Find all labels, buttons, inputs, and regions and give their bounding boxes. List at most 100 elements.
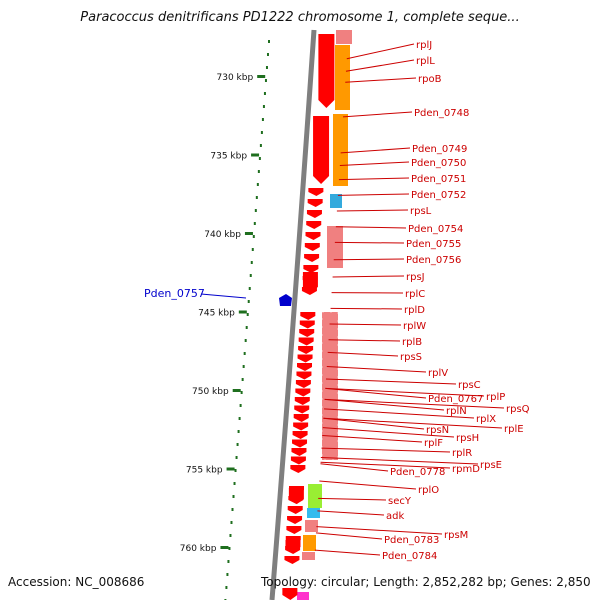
kbp-tick: 735 kbp	[210, 152, 260, 162]
gene-label[interactable]: rplL	[345, 56, 435, 72]
gene-label-text[interactable]: Pden_0783	[384, 535, 439, 546]
gene-label-text[interactable]: rpsH	[456, 433, 479, 444]
kbp-tick: 755 kbp	[186, 466, 235, 476]
gene-label-text[interactable]: adk	[386, 511, 404, 522]
gene-label-text[interactable]: rpsS	[400, 352, 422, 363]
gene-label-text[interactable]: rplL	[416, 56, 435, 67]
gene-label[interactable]: rpsC	[325, 378, 481, 391]
kbp-tick-label: 730 kbp	[217, 73, 254, 83]
gene-label[interactable]: rplB	[328, 337, 423, 348]
gene-label-text[interactable]: Pden_0751	[411, 174, 466, 185]
gene-label[interactable]: rpmD	[320, 461, 481, 475]
kbp-tick-label: 750 kbp	[192, 387, 229, 397]
gene-label-text[interactable]: rplW	[403, 321, 426, 332]
gene-label[interactable]: Pden_0783	[315, 532, 439, 546]
gene-label-text[interactable]: Pden_0752	[411, 190, 466, 201]
kbp-tick: 760 kbp	[180, 544, 229, 554]
kbp-tick: 730 kbp	[217, 73, 266, 83]
gene-label-text[interactable]: rplV	[428, 368, 448, 379]
gene-label[interactable]: Pden_0784	[314, 549, 437, 562]
gene-label-text[interactable]: Pden_0750	[411, 158, 466, 169]
gene-label-text[interactable]: rpsJ	[406, 272, 425, 283]
gene-label[interactable]: Pden_0751	[338, 174, 466, 185]
kbp-tick-label: 745 kbp	[198, 309, 235, 319]
kbp-scale: 730 kbp 735 kbp 740 kbp 745 kbp 750 kbp 755 k…	[180, 40, 270, 600]
gene-label[interactable]: rplF	[322, 435, 443, 449]
gene-label-text[interactable]: rplX	[476, 414, 496, 425]
gene-label-text[interactable]: Pden_0767	[428, 394, 483, 405]
gene-label[interactable]: secY	[318, 496, 412, 507]
gene-label[interactable]: rplE	[323, 417, 524, 435]
gene-label[interactable]: rpsH	[322, 427, 479, 444]
gene-label[interactable]: Pden_0754	[335, 224, 463, 235]
gene-label[interactable]: Pden_0756	[333, 255, 462, 266]
highlight-gene[interactable]	[200, 293, 292, 306]
gene-label[interactable]: rpsJ	[332, 272, 425, 283]
gene-label-text[interactable]: Pden_0778	[390, 467, 445, 478]
gene-label[interactable]: rplO	[319, 480, 439, 496]
kbp-tick: 745 kbp	[198, 309, 247, 319]
gene-label[interactable]: Pden_0752	[337, 190, 466, 201]
gene-label[interactable]: rpsQ	[324, 398, 530, 415]
gene-label-text[interactable]: rpsE	[480, 460, 502, 471]
gene-label-text[interactable]: Pden_0784	[382, 551, 437, 562]
gene-label-text[interactable]: rplP	[486, 392, 505, 403]
gene-label-text[interactable]: Pden_0755	[406, 239, 461, 250]
gene-label-text[interactable]: rpsL	[410, 206, 432, 217]
gene-label[interactable]: rpsN	[323, 417, 449, 436]
gene-label[interactable]: Pden_0778	[320, 463, 445, 478]
gene-label[interactable]: rpsM	[316, 526, 468, 541]
gene-label-text[interactable]: Pden_0754	[408, 224, 463, 235]
gene-label-text[interactable]: rpsN	[426, 425, 449, 436]
kbp-tick: 740 kbp	[204, 230, 253, 240]
gene-label[interactable]: rplW	[329, 321, 427, 332]
gene-label[interactable]: Pden_0755	[334, 239, 461, 250]
gene-label-text[interactable]: rplB	[402, 337, 422, 348]
gene-label[interactable]: rplJ	[346, 40, 432, 60]
gene-label-text[interactable]: rplJ	[416, 40, 432, 51]
map-title: Paracoccus denitrificans PD1222 chromoso…	[80, 10, 520, 25]
gene-label[interactable]: rplD	[330, 305, 426, 316]
gene-label[interactable]: rplX	[323, 408, 496, 425]
gene-label[interactable]: Pden_0767	[325, 387, 483, 405]
gene-label[interactable]: Pden_0749	[340, 144, 468, 155]
gene-label-text[interactable]: rpsC	[458, 380, 481, 391]
gene-label-text[interactable]: rplF	[424, 438, 443, 449]
gene-label[interactable]: Pden_0750	[339, 158, 466, 169]
gene-label-text[interactable]: rpoB	[418, 74, 442, 85]
gene-label[interactable]: rpoB	[345, 74, 442, 85]
gene-label-text[interactable]: rplO	[418, 485, 439, 496]
gene-label[interactable]: Pden_0748	[342, 108, 469, 119]
gene-label-text[interactable]: Pden_0756	[406, 255, 461, 266]
highlight-gene-label[interactable]: Pden_0757	[144, 287, 205, 300]
gene-label[interactable]: rpsS	[327, 351, 422, 363]
kbp-tick-label: 740 kbp	[204, 230, 241, 240]
gene-label-text[interactable]: Pden_0748	[414, 108, 469, 119]
feature-tracks	[297, 30, 352, 600]
gene-arrows	[282, 34, 335, 600]
gene-label[interactable]: rplV	[326, 365, 448, 379]
gene-label-text[interactable]: rplC	[405, 289, 425, 300]
gene-label[interactable]: rplP	[325, 387, 505, 403]
gene-label-text[interactable]: rpsM	[444, 530, 468, 541]
gene-label[interactable]: adk	[317, 510, 404, 522]
gene-label-text[interactable]: rplR	[452, 448, 472, 459]
gene-label-text[interactable]: secY	[388, 496, 412, 507]
kbp-tick-label: 755 kbp	[186, 466, 223, 476]
gene-label[interactable]: rpsL	[336, 206, 432, 217]
accession-text: Accession: NC_008686	[8, 575, 145, 589]
gene-label-text[interactable]: rpsQ	[506, 404, 530, 415]
gene-label[interactable]: rplC	[331, 289, 426, 300]
topology-text: Topology: circular; Length: 2,852,282 bp…	[261, 575, 591, 589]
gene-label-text[interactable]: rpmD	[452, 464, 480, 475]
highlight-gene-marker[interactable]	[279, 294, 292, 306]
gene-label[interactable]: rplN	[324, 398, 467, 417]
gene-label-text[interactable]: Pden_0749	[412, 144, 467, 155]
gene-label-text[interactable]: rplE	[504, 424, 524, 435]
gene-label-text[interactable]: rplD	[404, 305, 425, 316]
gene-label[interactable]: rpsE	[320, 457, 502, 471]
gene-labels: rplJ rplL rpoB Pden_0748 Pden_0749 Pden_0750 P…	[314, 40, 530, 562]
gene-label-text[interactable]: rplN	[446, 406, 467, 417]
gene-label[interactable]: rplR	[321, 447, 472, 459]
kbp-tick: 750 kbp	[192, 387, 241, 397]
